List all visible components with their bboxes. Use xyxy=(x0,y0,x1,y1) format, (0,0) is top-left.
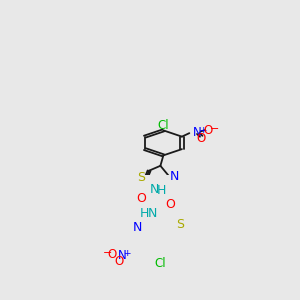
Text: S: S xyxy=(177,218,184,232)
Text: H: H xyxy=(157,184,166,197)
Text: O: O xyxy=(203,124,213,137)
Text: N: N xyxy=(118,249,126,262)
Text: S: S xyxy=(137,171,145,184)
Text: O: O xyxy=(108,248,117,261)
Text: N: N xyxy=(147,207,157,220)
Text: N: N xyxy=(193,126,202,139)
Text: −: − xyxy=(210,124,219,134)
Text: Cl: Cl xyxy=(154,256,166,269)
Text: −: − xyxy=(102,248,112,258)
Text: O: O xyxy=(136,192,146,205)
Text: Cl: Cl xyxy=(157,119,169,132)
Text: H: H xyxy=(140,207,149,220)
Text: O: O xyxy=(165,198,175,212)
Text: N: N xyxy=(133,220,142,234)
Text: O: O xyxy=(114,256,124,268)
Text: O: O xyxy=(196,132,205,145)
Text: N: N xyxy=(150,183,159,196)
Text: +: + xyxy=(199,125,207,134)
Text: N: N xyxy=(170,170,179,183)
Text: +: + xyxy=(124,249,131,258)
